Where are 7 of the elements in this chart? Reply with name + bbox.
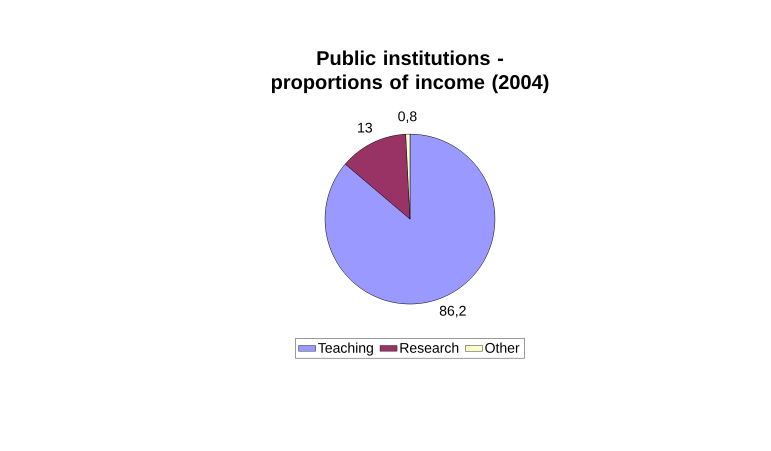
chart-title: Public institutions - proportions of income (2004) bbox=[272, 50, 548, 94]
legend-label: Other bbox=[485, 342, 520, 353]
data-label: 0,8 bbox=[398, 111, 417, 123]
data-label: 13 bbox=[358, 122, 372, 133]
data-label: 86,2 bbox=[440, 306, 466, 318]
legend-label: Teaching bbox=[318, 342, 373, 356]
legend-label: Research bbox=[400, 342, 458, 353]
